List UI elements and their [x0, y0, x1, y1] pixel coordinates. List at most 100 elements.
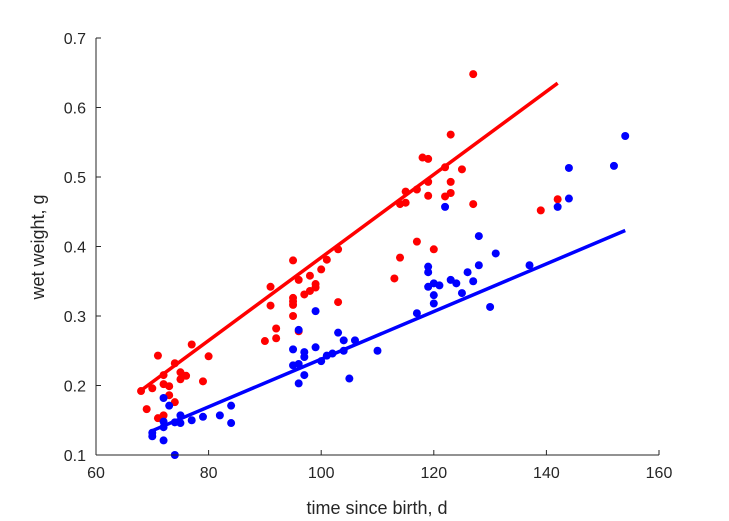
data-point: [609, 161, 618, 170]
y-tick-label: 0.6: [64, 101, 86, 118]
data-point: [474, 232, 483, 241]
data-point: [373, 346, 382, 355]
data-point: [289, 345, 298, 354]
data-point: [429, 299, 438, 308]
data-point: [469, 277, 478, 286]
y-tick-label: 0.4: [64, 240, 86, 257]
data-point: [266, 301, 275, 310]
data-point: [457, 289, 466, 298]
data-point: [289, 300, 298, 309]
data-point: [457, 165, 466, 174]
y-axis-label: wet weight, g: [28, 194, 48, 300]
data-point: [300, 371, 309, 380]
data-point: [182, 371, 191, 380]
data-point: [198, 412, 207, 421]
data-point: [165, 401, 174, 410]
y-tick-label: 0.2: [64, 379, 86, 396]
data-point: [441, 202, 450, 211]
data-point: [317, 265, 326, 274]
data-point: [153, 351, 162, 360]
data-point: [300, 353, 309, 362]
x-axis-label: time since birth, d: [306, 498, 447, 518]
data-point: [272, 334, 281, 343]
x-tick-label: 160: [646, 465, 673, 482]
data-point: [474, 261, 483, 270]
data-point: [289, 256, 298, 265]
series-0: [137, 70, 562, 423]
data-point: [424, 191, 433, 200]
data-point: [429, 291, 438, 300]
data-point: [334, 298, 343, 307]
data-point: [536, 206, 545, 215]
data-point: [142, 405, 151, 414]
data-point: [452, 279, 461, 288]
data-point: [294, 379, 303, 388]
data-point: [227, 419, 236, 428]
fit-line: [151, 228, 626, 433]
data-point: [187, 340, 196, 349]
data-point: [204, 352, 213, 361]
data-point: [198, 377, 207, 386]
y-tick-label: 0.7: [64, 31, 86, 48]
data-point: [621, 131, 630, 140]
data-point: [311, 343, 320, 352]
data-point: [469, 200, 478, 209]
data-point: [187, 416, 196, 425]
data-point: [390, 274, 399, 283]
data-point: [435, 281, 444, 290]
data-point: [553, 195, 562, 204]
data-point: [469, 70, 478, 79]
fit-line: [140, 81, 559, 392]
data-point: [463, 268, 472, 277]
data-point: [294, 359, 303, 368]
data-point: [294, 325, 303, 334]
series-1: [148, 131, 630, 459]
x-tick-label: 100: [308, 465, 335, 482]
x-tick-label: 80: [200, 465, 218, 482]
data-point: [339, 336, 348, 345]
y-tick-label: 0.3: [64, 309, 86, 326]
data-point: [289, 312, 298, 320]
data-point: [564, 194, 573, 203]
data-point: [553, 202, 562, 211]
data-point: [424, 262, 433, 271]
data-point: [491, 249, 500, 258]
data-point: [322, 255, 331, 264]
y-tick-label: 0.1: [64, 448, 86, 465]
data-point: [165, 382, 174, 391]
data-point: [148, 384, 157, 393]
x-tick-label: 140: [533, 465, 560, 482]
data-point: [412, 237, 421, 246]
data-point: [260, 337, 269, 346]
x-tick-label: 120: [420, 465, 447, 482]
data-point: [305, 271, 314, 280]
x-tick-label: 60: [87, 465, 105, 482]
data-point: [311, 283, 320, 292]
data-point: [446, 130, 455, 139]
axes: 60 80 100 120 140 160 0.1 0.2 0.3 0.4 0.5 0.6 0.7: [64, 31, 673, 482]
data-point: [564, 163, 573, 172]
data-point: [424, 268, 433, 277]
data-point: [311, 307, 320, 316]
data-point: [294, 275, 303, 284]
data-point: [159, 394, 168, 403]
data-point: [266, 282, 275, 291]
y-tick-label: 0.5: [64, 170, 86, 187]
plot-marks: [137, 70, 630, 459]
data-point: [345, 374, 354, 383]
data-point: [412, 309, 421, 318]
data-point: [446, 188, 455, 197]
data-point: [159, 411, 168, 420]
data-point: [424, 154, 433, 163]
data-point: [227, 401, 236, 410]
data-point: [525, 261, 534, 270]
data-point: [215, 411, 224, 420]
data-point: [486, 302, 495, 311]
data-point: [446, 177, 455, 186]
data-point: [429, 245, 438, 254]
data-point: [159, 436, 168, 445]
data-point: [396, 253, 405, 262]
data-point: [334, 328, 343, 337]
data-point: [401, 198, 410, 207]
